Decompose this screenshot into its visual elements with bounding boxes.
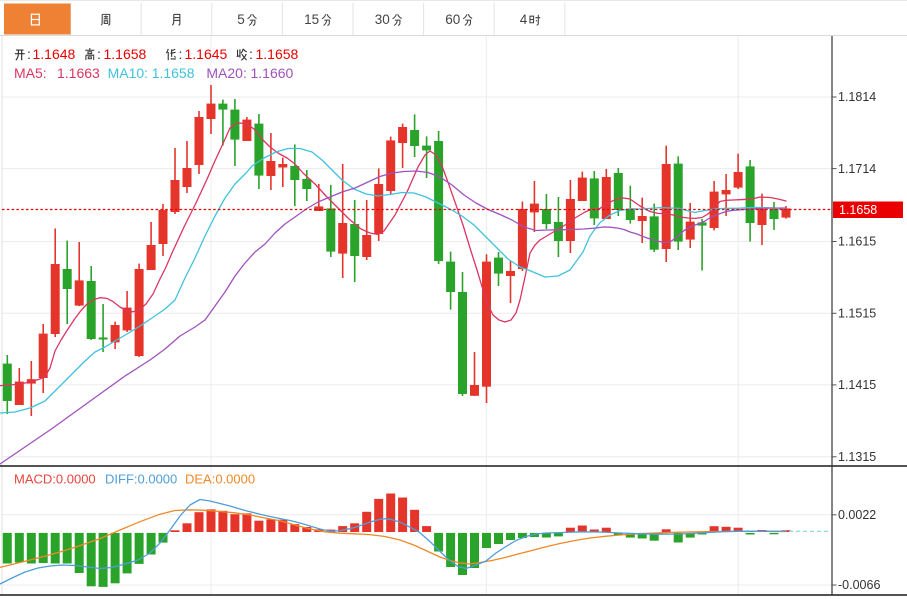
svg-text:DIFF:0.0000: DIFF:0.0000	[105, 472, 177, 487]
svg-text:1.1658: 1.1658	[104, 46, 147, 62]
svg-text:1.1648: 1.1648	[33, 46, 76, 62]
svg-text:-0.0066: -0.0066	[838, 578, 880, 592]
svg-text::: :	[97, 46, 101, 62]
svg-text:15: 15	[304, 12, 319, 27]
svg-text:1.1415: 1.1415	[838, 378, 876, 392]
svg-text:DEA:0.0000: DEA:0.0000	[185, 472, 255, 487]
svg-text:1.1645: 1.1645	[185, 46, 228, 62]
svg-text:1.1658: 1.1658	[839, 203, 877, 217]
svg-text:MA10: 1.1658: MA10: 1.1658	[108, 65, 195, 81]
svg-text::: :	[249, 46, 253, 62]
svg-text:60: 60	[445, 12, 460, 27]
svg-text::: :	[27, 46, 31, 62]
svg-text:5: 5	[237, 12, 245, 27]
svg-text:1.1714: 1.1714	[838, 162, 876, 176]
svg-text:0.0022: 0.0022	[838, 508, 876, 522]
svg-text:30: 30	[375, 12, 390, 27]
svg-text:1.1658: 1.1658	[256, 46, 299, 62]
svg-text:MA20: 1.1660: MA20: 1.1660	[206, 65, 293, 81]
svg-text:1.1315: 1.1315	[838, 450, 876, 464]
svg-text:4: 4	[520, 12, 528, 27]
svg-text:1.1615: 1.1615	[838, 235, 876, 249]
svg-text:MA5: 1.1663: MA5: 1.1663	[14, 65, 100, 81]
svg-text:MACD:0.0000: MACD:0.0000	[14, 472, 96, 487]
svg-text::: :	[179, 46, 183, 62]
svg-text:1.1814: 1.1814	[838, 90, 876, 104]
svg-text:1.1515: 1.1515	[838, 307, 876, 321]
